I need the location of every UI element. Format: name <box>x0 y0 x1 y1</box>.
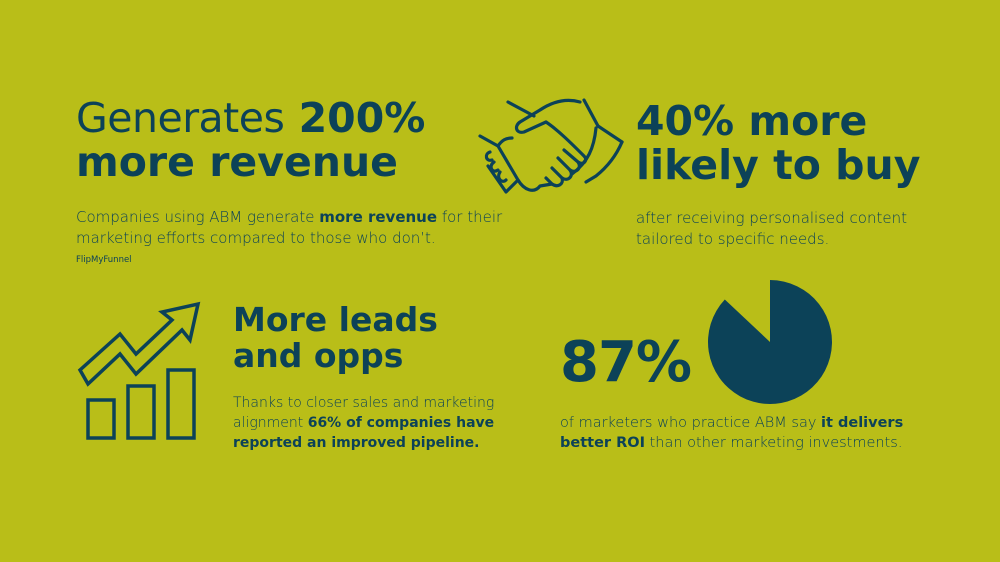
leads-headline-line1: More leads <box>233 300 438 339</box>
revenue-headline: Generates 200% more revenue <box>76 96 496 185</box>
roi-description-post: than other marketing investments. <box>649 435 903 451</box>
buy-headline: 40% more likely to buy <box>636 99 976 188</box>
roi-description-pre: of marketers who practice ABM say <box>560 415 817 431</box>
revenue-description-bold: more revenue <box>319 208 438 226</box>
revenue-description-post: for their marketing efforts compared to … <box>76 208 503 247</box>
revenue-headline-percent: 200% <box>298 94 426 142</box>
buy-headline-line1: 40% more <box>636 97 868 145</box>
roi-description-bold: it delivers better ROI <box>560 415 904 451</box>
source-credit: FlipMyFunnel <box>76 255 132 265</box>
revenue-headline-light: Generates <box>76 94 285 142</box>
pie-slice-majority <box>708 280 832 404</box>
leads-description-bold: 66% of companies have reported an improv… <box>233 415 495 451</box>
pie-chart-icon <box>705 277 835 407</box>
leads-description-pre: Thanks to closer sales and marketing ali… <box>233 395 495 431</box>
revenue-description: Companies using ABM generate more revenu… <box>76 207 516 249</box>
growth-bar-chart-icon <box>74 298 204 443</box>
roi-percent: 87% <box>560 330 692 395</box>
leads-headline: More leads and opps <box>233 302 513 373</box>
buy-headline-line2: likely to buy <box>636 141 921 190</box>
revenue-headline-rest: more revenue <box>76 138 398 187</box>
roi-description: of marketers who practice ABM say it del… <box>560 413 940 453</box>
leads-description: Thanks to closer sales and marketing ali… <box>233 393 533 453</box>
leads-headline-line2: and opps <box>233 335 404 375</box>
revenue-description-pre: Companies using ABM generate <box>76 208 315 226</box>
buy-description: after receiving personalised content tai… <box>636 209 907 248</box>
handshake-icon <box>476 96 626 206</box>
